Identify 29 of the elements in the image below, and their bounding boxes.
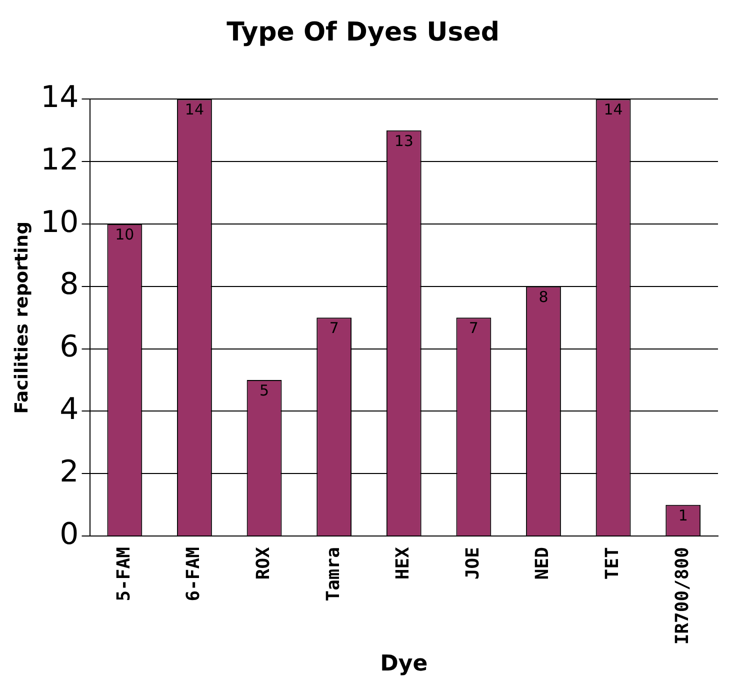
x-tick-label: HEX [392,546,414,580]
data-label: 1 [678,506,688,524]
x-tick-label: 6-FAM [183,546,204,602]
data-label: 13 [394,132,414,150]
y-tick-label: 2 [60,454,79,490]
y-tick-label: 0 [60,516,79,552]
data-label: 8 [538,288,548,306]
y-tick-label: 10 [40,204,79,240]
y-tick-label: 6 [60,330,79,365]
y-axis-title: Facilities reporting [11,222,32,414]
chart-title: Type Of Dyes Used [226,17,500,48]
y-tick-label: 12 [40,142,79,178]
x-tick-label: JOE [462,547,484,580]
x-tick-label: NED [532,546,554,580]
data-label: 5 [260,381,270,400]
data-label: 7 [468,319,478,338]
x-tick-label: ROX [252,546,274,580]
y-tick-label: 4 [60,392,79,428]
y-tick-label: 8 [60,267,79,302]
x-tick-label: TET [602,546,623,580]
x-axis-title: Dye [380,652,428,677]
x-tick-label: 5-FAM [113,546,134,602]
data-label: 10 [115,225,134,244]
x-tick-label: IR700/800 [672,547,693,645]
data-label: 7 [329,319,339,338]
y-tick-label: 14 [40,80,79,115]
x-tick-label: Tamra [322,547,344,602]
data-label: 14 [184,100,204,119]
data-label: 14 [604,100,623,119]
